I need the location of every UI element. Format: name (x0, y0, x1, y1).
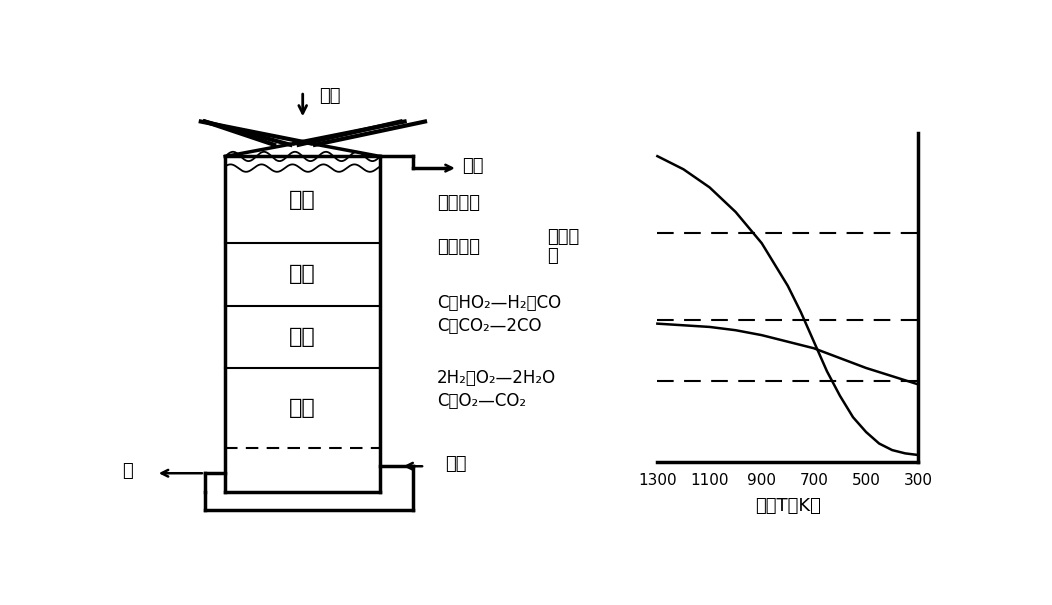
Text: 还原: 还原 (289, 327, 316, 347)
Text: 空气: 空气 (445, 455, 467, 473)
Text: 灰: 灰 (122, 462, 133, 480)
Text: 挥发分: 挥发分 (547, 227, 580, 246)
Text: 1300: 1300 (639, 473, 676, 488)
Text: 炭: 炭 (547, 247, 558, 264)
Text: 900: 900 (747, 473, 776, 488)
Text: 1100: 1100 (690, 473, 729, 488)
Text: 干燥: 干燥 (289, 189, 316, 209)
Text: 脱除水分: 脱除水分 (438, 194, 480, 212)
Text: 2H₂＋O₂—2H₂O: 2H₂＋O₂—2H₂O (438, 368, 557, 387)
Text: 热解: 热解 (289, 264, 316, 284)
Text: 300: 300 (904, 473, 933, 488)
Text: C＋CO₂—2CO: C＋CO₂—2CO (438, 318, 542, 336)
Text: 生物质＜: 生物质＜ (438, 238, 480, 257)
Text: 500: 500 (852, 473, 881, 488)
Text: 温度T［K］: 温度T［K］ (755, 497, 821, 514)
Text: 原料: 原料 (319, 87, 341, 105)
Text: 700: 700 (800, 473, 828, 488)
Text: 氧化: 氧化 (289, 398, 316, 418)
Text: 燃气: 燃气 (462, 157, 483, 175)
Text: C＋O₂—CO₂: C＋O₂—CO₂ (438, 392, 526, 410)
Text: C＋HO₂—H₂＋CO: C＋HO₂—H₂＋CO (438, 294, 562, 312)
